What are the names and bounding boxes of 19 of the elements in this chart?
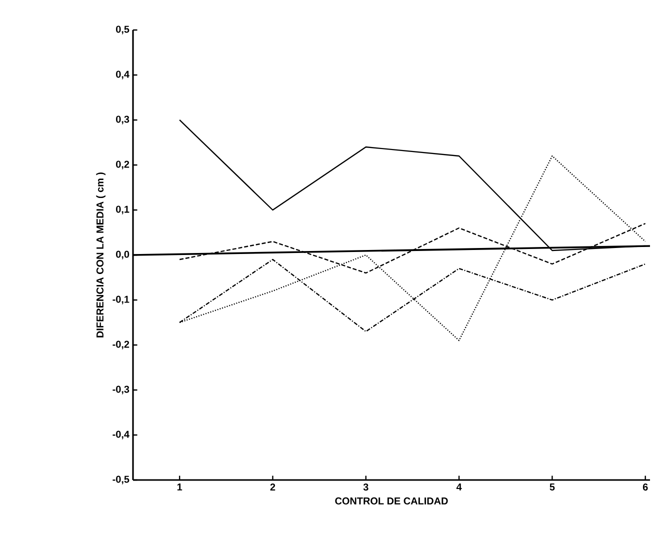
x-tick-label: 3 (363, 484, 368, 491)
y-axis-title: DIFERENCIA CON LA MEDIA ( cm ) (96, 172, 106, 338)
y-tick-label: 0,5 (116, 26, 130, 34)
x-axis-title: CONTROL DE CALIDAD (335, 497, 448, 504)
y-tick-label: -0,2 (112, 340, 130, 350)
y-tick-label: -0,5 (112, 476, 130, 484)
y-tick-label: 0,0 (116, 250, 130, 260)
x-tick-label: 1 (177, 484, 182, 490)
y-tick-label: 0,1 (116, 206, 130, 214)
y-tick-label: -0,1 (112, 296, 130, 304)
x-tick-label: 5 (550, 484, 555, 490)
y-tick-label: 0,4 (116, 70, 130, 80)
y-tick-label: -0,3 (112, 386, 130, 394)
y-tick-label: 0,2 (116, 160, 130, 170)
x-tick-label: 2 (270, 484, 276, 490)
y-tick-label: 0,3 (116, 116, 130, 124)
y-tick-label: -0,4 (112, 430, 130, 440)
x-tick-label: 6 (642, 484, 648, 491)
x-tick-label: 4 (456, 484, 462, 490)
